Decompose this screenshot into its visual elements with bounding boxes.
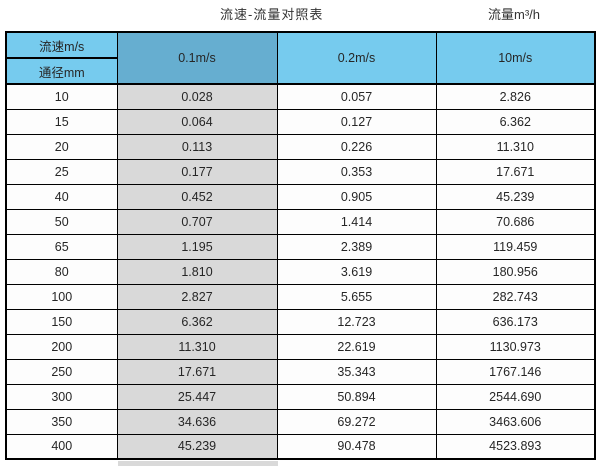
flow-value-cell: 6.362 bbox=[435, 108, 596, 135]
flow-value-cell: 90.478 bbox=[276, 433, 437, 460]
velocity-flow-table: 流速m/s 0.1m/s 0.2m/s 10m/s 通径mm 10 0.028 0.… bbox=[5, 31, 596, 460]
diameter-cell: 80 bbox=[5, 258, 118, 285]
flow-value-cell: 11.310 bbox=[435, 133, 596, 160]
header-column-0-2ms: 0.2m/s bbox=[276, 31, 437, 85]
flow-value-cell: 636.173 bbox=[435, 308, 596, 335]
flow-value-cell: 0.113 bbox=[116, 133, 278, 160]
flow-value-cell: 17.671 bbox=[116, 358, 278, 385]
flow-value-cell: 0.452 bbox=[116, 183, 278, 210]
flow-value-cell: 0.057 bbox=[276, 83, 437, 110]
flow-value-cell: 0.028 bbox=[116, 83, 278, 110]
flow-value-cell: 0.353 bbox=[276, 158, 437, 185]
table-row: 100 2.827 5.655 282.743 bbox=[5, 283, 596, 310]
header-column-0-1ms: 0.1m/s bbox=[116, 31, 278, 85]
flow-value-cell: 3.619 bbox=[276, 258, 437, 285]
diameter-cell: 300 bbox=[5, 383, 118, 410]
table-row: 300 25.447 50.894 2544.690 bbox=[5, 383, 596, 410]
header-velocity-label: 流速m/s bbox=[5, 31, 118, 59]
flow-value-cell: 0.226 bbox=[276, 133, 437, 160]
diameter-cell: 15 bbox=[5, 108, 118, 135]
flow-value-cell: 0.177 bbox=[116, 158, 278, 185]
flow-value-cell: 11.310 bbox=[116, 333, 278, 360]
flow-value-cell: 4523.893 bbox=[435, 433, 596, 460]
diameter-cell: 400 bbox=[5, 433, 118, 460]
table-row: 350 34.636 69.272 3463.606 bbox=[5, 408, 596, 435]
flow-value-cell: 22.619 bbox=[276, 333, 437, 360]
diameter-cell: 20 bbox=[5, 133, 118, 160]
table-row: 15 0.064 0.127 6.362 bbox=[5, 108, 596, 135]
table-row: 25 0.177 0.353 17.671 bbox=[5, 158, 596, 185]
flow-value-cell: 34.636 bbox=[116, 408, 278, 435]
flow-value-cell: 12.723 bbox=[276, 308, 437, 335]
flow-value-cell: 3463.606 bbox=[435, 408, 596, 435]
flow-value-cell: 5.655 bbox=[276, 283, 437, 310]
flow-value-cell: 2.827 bbox=[116, 283, 278, 310]
header-diameter-label: 通径mm bbox=[5, 57, 118, 85]
flow-value-cell: 1.414 bbox=[276, 208, 437, 235]
flow-value-cell: 180.956 bbox=[435, 258, 596, 285]
table-row: 200 11.310 22.619 1130.973 bbox=[5, 333, 596, 360]
flow-value-cell: 6.362 bbox=[116, 308, 278, 335]
table-row: 10 0.028 0.057 2.826 bbox=[5, 83, 596, 110]
flow-value-cell: 70.686 bbox=[435, 208, 596, 235]
diameter-cell: 65 bbox=[5, 233, 118, 260]
flow-value-cell: 2.826 bbox=[435, 83, 596, 110]
table-row: 50 0.707 1.414 70.686 bbox=[5, 208, 596, 235]
highlight-column-tab bbox=[118, 461, 278, 466]
table-row: 250 17.671 35.343 1767.146 bbox=[5, 358, 596, 385]
diameter-cell: 10 bbox=[5, 83, 118, 110]
flow-value-cell: 35.343 bbox=[276, 358, 437, 385]
table-row: 150 6.362 12.723 636.173 bbox=[5, 308, 596, 335]
diameter-cell: 40 bbox=[5, 183, 118, 210]
table-body: 10 0.028 0.057 2.826 15 0.064 0.127 6.362 20 0.11… bbox=[5, 83, 596, 460]
flow-value-cell: 2.389 bbox=[276, 233, 437, 260]
flow-value-cell: 0.707 bbox=[116, 208, 278, 235]
flow-value-cell: 17.671 bbox=[435, 158, 596, 185]
diameter-cell: 50 bbox=[5, 208, 118, 235]
flow-value-cell: 0.127 bbox=[276, 108, 437, 135]
flow-value-cell: 50.894 bbox=[276, 383, 437, 410]
table-row: 400 45.239 90.478 4523.893 bbox=[5, 433, 596, 460]
flow-value-cell: 119.459 bbox=[435, 233, 596, 260]
flow-value-cell: 282.743 bbox=[435, 283, 596, 310]
flow-value-cell: 0.064 bbox=[116, 108, 278, 135]
diameter-cell: 200 bbox=[5, 333, 118, 360]
table-title: 流速-流量对照表 bbox=[220, 7, 324, 22]
flow-value-cell: 1.810 bbox=[116, 258, 278, 285]
flow-value-cell: 25.447 bbox=[116, 383, 278, 410]
diameter-cell: 250 bbox=[5, 358, 118, 385]
diameter-cell: 150 bbox=[5, 308, 118, 335]
flow-value-cell: 45.239 bbox=[116, 433, 278, 460]
flow-value-cell: 69.272 bbox=[276, 408, 437, 435]
flow-rate-unit-label: 流量m³/h bbox=[488, 7, 541, 22]
flow-value-cell: 0.905 bbox=[276, 183, 437, 210]
table-row: 65 1.195 2.389 119.459 bbox=[5, 233, 596, 260]
flow-value-cell: 2544.690 bbox=[435, 383, 596, 410]
flow-value-cell: 1130.973 bbox=[435, 333, 596, 360]
header-column-10ms: 10m/s bbox=[435, 31, 596, 85]
table-row: 40 0.452 0.905 45.239 bbox=[5, 183, 596, 210]
diameter-cell: 25 bbox=[5, 158, 118, 185]
flow-value-cell: 45.239 bbox=[435, 183, 596, 210]
diameter-cell: 350 bbox=[5, 408, 118, 435]
diameter-cell: 100 bbox=[5, 283, 118, 310]
flow-value-cell: 1.195 bbox=[116, 233, 278, 260]
table-row: 20 0.113 0.226 11.310 bbox=[5, 133, 596, 160]
table-row: 80 1.810 3.619 180.956 bbox=[5, 258, 596, 285]
flow-value-cell: 1767.146 bbox=[435, 358, 596, 385]
